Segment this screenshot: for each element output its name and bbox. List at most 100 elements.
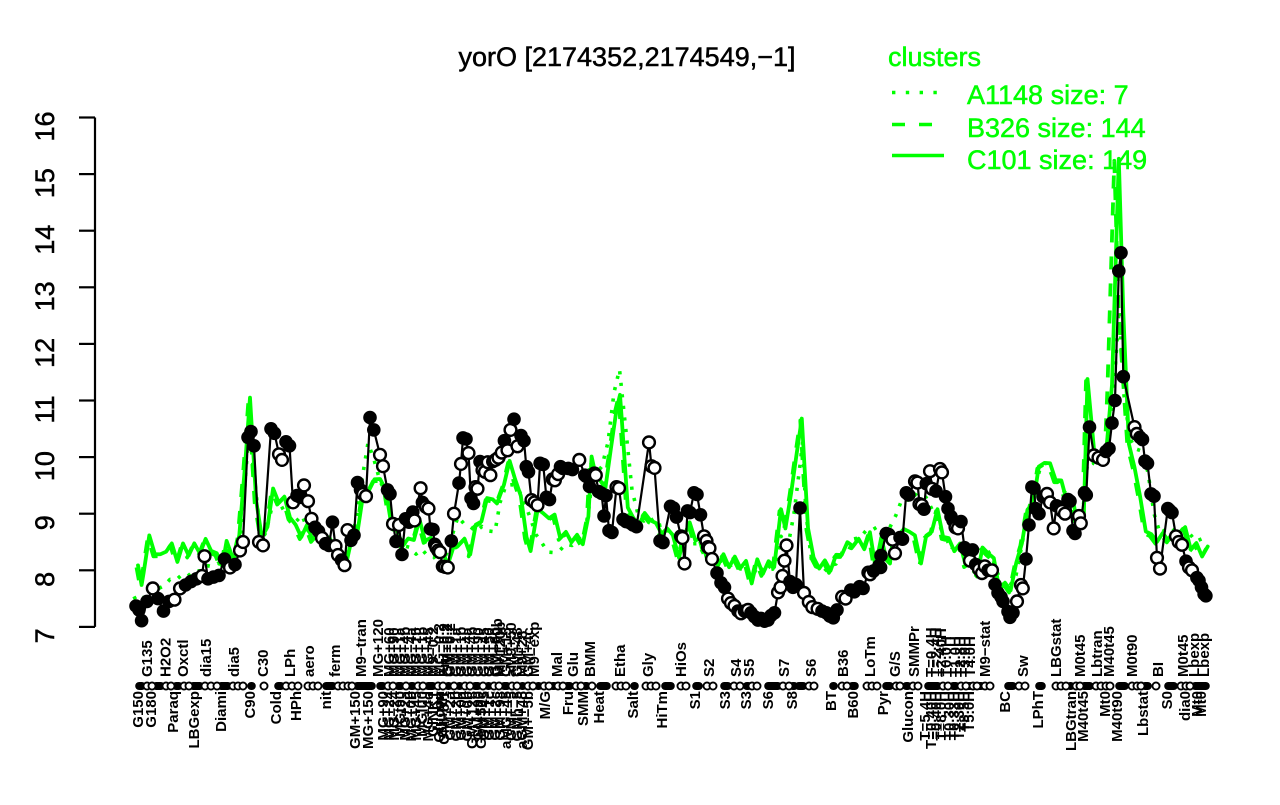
svg-text:S1: S1 xyxy=(687,691,704,709)
svg-text:MG+45: MG+45 xyxy=(408,691,425,741)
svg-text:G/S: G/S xyxy=(887,651,904,677)
svg-text:14: 14 xyxy=(30,225,60,255)
svg-text:GM+90: GM+90 xyxy=(470,691,487,741)
svg-text:13: 13 xyxy=(30,281,60,311)
svg-text:GM+45: GM+45 xyxy=(476,691,493,741)
svg-text:LBGtran: LBGtran xyxy=(1063,691,1080,751)
svg-text:T3.5H: T3.5H xyxy=(956,691,973,732)
svg-text:≡2.40H: ≡2.40H xyxy=(933,628,950,677)
svg-text:S5: S5 xyxy=(741,659,758,677)
svg-text:MGlu0: MGlu0 xyxy=(414,691,431,737)
svg-text:MG+60: MG+60 xyxy=(381,627,398,677)
svg-text:≡0.40H: ≡0.40H xyxy=(928,691,945,740)
svg-text:MG+4b: MG+4b xyxy=(397,627,414,677)
svg-text:GMh−5: GMh−5 xyxy=(509,691,526,741)
svg-text:S7: S7 xyxy=(776,659,793,677)
svg-text:GM+2b: GM+2b xyxy=(448,691,465,741)
svg-text:GM+45: GM+45 xyxy=(476,627,493,677)
svg-text:GM+98: GM+98 xyxy=(492,691,509,741)
svg-text:S2: S2 xyxy=(701,659,718,677)
svg-text:Fru−0.2: Fru−0.2 xyxy=(436,623,453,677)
svg-text:S6: S6 xyxy=(760,691,777,709)
svg-text:BI: BI xyxy=(1150,662,1167,677)
svg-text:M/G: M/G xyxy=(537,691,554,719)
svg-text:ferm: ferm xyxy=(327,644,344,677)
svg-text:GM+90: GM+90 xyxy=(470,627,487,677)
svg-text:GlNK1: GlNK1 xyxy=(425,691,442,737)
svg-text:A1148 size: 7: A1148 size: 7 xyxy=(967,80,1129,110)
svg-text:clusters: clusters xyxy=(888,42,981,72)
svg-text:Mal: Mal xyxy=(549,652,566,677)
svg-text:aero: aero xyxy=(301,645,318,677)
svg-text:S3: S3 xyxy=(738,691,755,709)
svg-text:Mt0: Mt0 xyxy=(1189,691,1206,717)
svg-text:Glucon: Glucon xyxy=(431,691,448,743)
svg-text:aMG+45: aMG+45 xyxy=(498,691,515,749)
svg-text:GM+48: GM+48 xyxy=(509,627,526,677)
svg-text:MG+2a: MG+2a xyxy=(397,690,414,740)
svg-text:Lbexp: Lbexp xyxy=(1186,633,1203,677)
svg-text:GM+0.2: GM+0.2 xyxy=(439,623,456,677)
svg-text:HPh: HPh xyxy=(288,691,305,721)
svg-text:LPh: LPh xyxy=(282,649,299,677)
svg-text:GM+4a: GM+4a xyxy=(459,627,476,677)
svg-text:S8: S8 xyxy=(784,691,801,709)
svg-text:16: 16 xyxy=(30,111,60,141)
svg-text:Diami: Diami xyxy=(213,691,230,732)
svg-text:GM+50: GM+50 xyxy=(481,627,498,677)
svg-text:Fru: Fru xyxy=(560,691,577,715)
svg-text:10: 10 xyxy=(30,451,60,481)
svg-text:Sw: Sw xyxy=(1015,655,1032,677)
svg-text:M0t90: M0t90 xyxy=(1124,634,1141,677)
svg-text:M40t45: M40t45 xyxy=(1075,691,1092,742)
svg-text:M0t45: M0t45 xyxy=(1175,634,1192,677)
svg-text:M9+28: M9+28 xyxy=(514,631,531,677)
svg-text:7: 7 xyxy=(30,628,60,643)
svg-text:SMM: SMM xyxy=(575,691,592,726)
svg-text:T=0.40H: T=0.40H xyxy=(923,691,940,749)
svg-text:T2.30H: T2.30H xyxy=(951,691,968,740)
svg-text:aM9+50: aM9+50 xyxy=(503,622,520,677)
svg-text:LBGstat: LBGstat xyxy=(1048,619,1065,677)
svg-text:B326 size: 144: B326 size: 144 xyxy=(967,113,1146,143)
svg-text:Oxctl: Oxctl xyxy=(175,639,192,677)
svg-text:LPhT: LPhT xyxy=(1030,691,1047,729)
svg-text:SMMPr: SMMPr xyxy=(906,626,923,677)
svg-text:GM+0b: GM+0b xyxy=(459,691,476,741)
svg-text:GM+−5b: GM+−5b xyxy=(520,691,537,750)
svg-text:GM+1c: GM+1c xyxy=(481,691,498,741)
svg-text:MG+120: MG+120 xyxy=(370,619,387,677)
svg-text:T3.0H: T3.0H xyxy=(957,636,974,677)
svg-text:GM+4b: GM+4b xyxy=(464,627,481,677)
svg-text:Pyr: Pyr xyxy=(875,691,892,715)
svg-text:Heat: Heat xyxy=(591,691,608,724)
svg-text:M+120b: M+120b xyxy=(492,622,509,677)
svg-text:GM+2a: GM+2a xyxy=(442,690,459,740)
svg-text:aGM+45: aGM+45 xyxy=(514,691,531,749)
svg-text:Paraq: Paraq xyxy=(165,691,182,733)
svg-text:S0: S0 xyxy=(1159,691,1176,709)
svg-text:GM+60b: GM+60b xyxy=(489,618,506,677)
svg-text:Gly: Gly xyxy=(640,652,657,677)
svg-text:Mt0: Mt0 xyxy=(1193,691,1210,717)
svg-text:S3: S3 xyxy=(717,691,734,709)
svg-text:GM+60: GM+60 xyxy=(487,627,504,677)
svg-text:G180: G180 xyxy=(143,691,160,728)
svg-text:LoTm: LoTm xyxy=(862,636,879,677)
svg-text:Glucon: Glucon xyxy=(900,691,917,743)
svg-text:dia15: dia15 xyxy=(198,639,215,677)
svg-text:15: 15 xyxy=(30,168,60,198)
svg-text:Cold: Cold xyxy=(268,691,285,724)
svg-text:MG+1b: MG+1b xyxy=(414,627,431,677)
svg-text:GM−8.1: GM−8.1 xyxy=(436,691,453,745)
svg-text:T2.8H: T2.8H xyxy=(952,636,969,677)
svg-text:MG+45: MG+45 xyxy=(420,627,437,677)
svg-text:M9−stat: M9−stat xyxy=(977,621,994,677)
svg-text:Mt0: Mt0 xyxy=(1097,691,1114,717)
svg-text:MG+1a: MG+1a xyxy=(392,627,409,677)
svg-text:M40t90: M40t90 xyxy=(1109,691,1126,742)
svg-text:HiOs: HiOs xyxy=(673,642,690,677)
svg-text:M40t45: M40t45 xyxy=(1101,626,1118,677)
svg-text:GM+0a: GM+0a xyxy=(453,690,470,740)
svg-text:GM+1a: GM+1a xyxy=(448,627,465,677)
